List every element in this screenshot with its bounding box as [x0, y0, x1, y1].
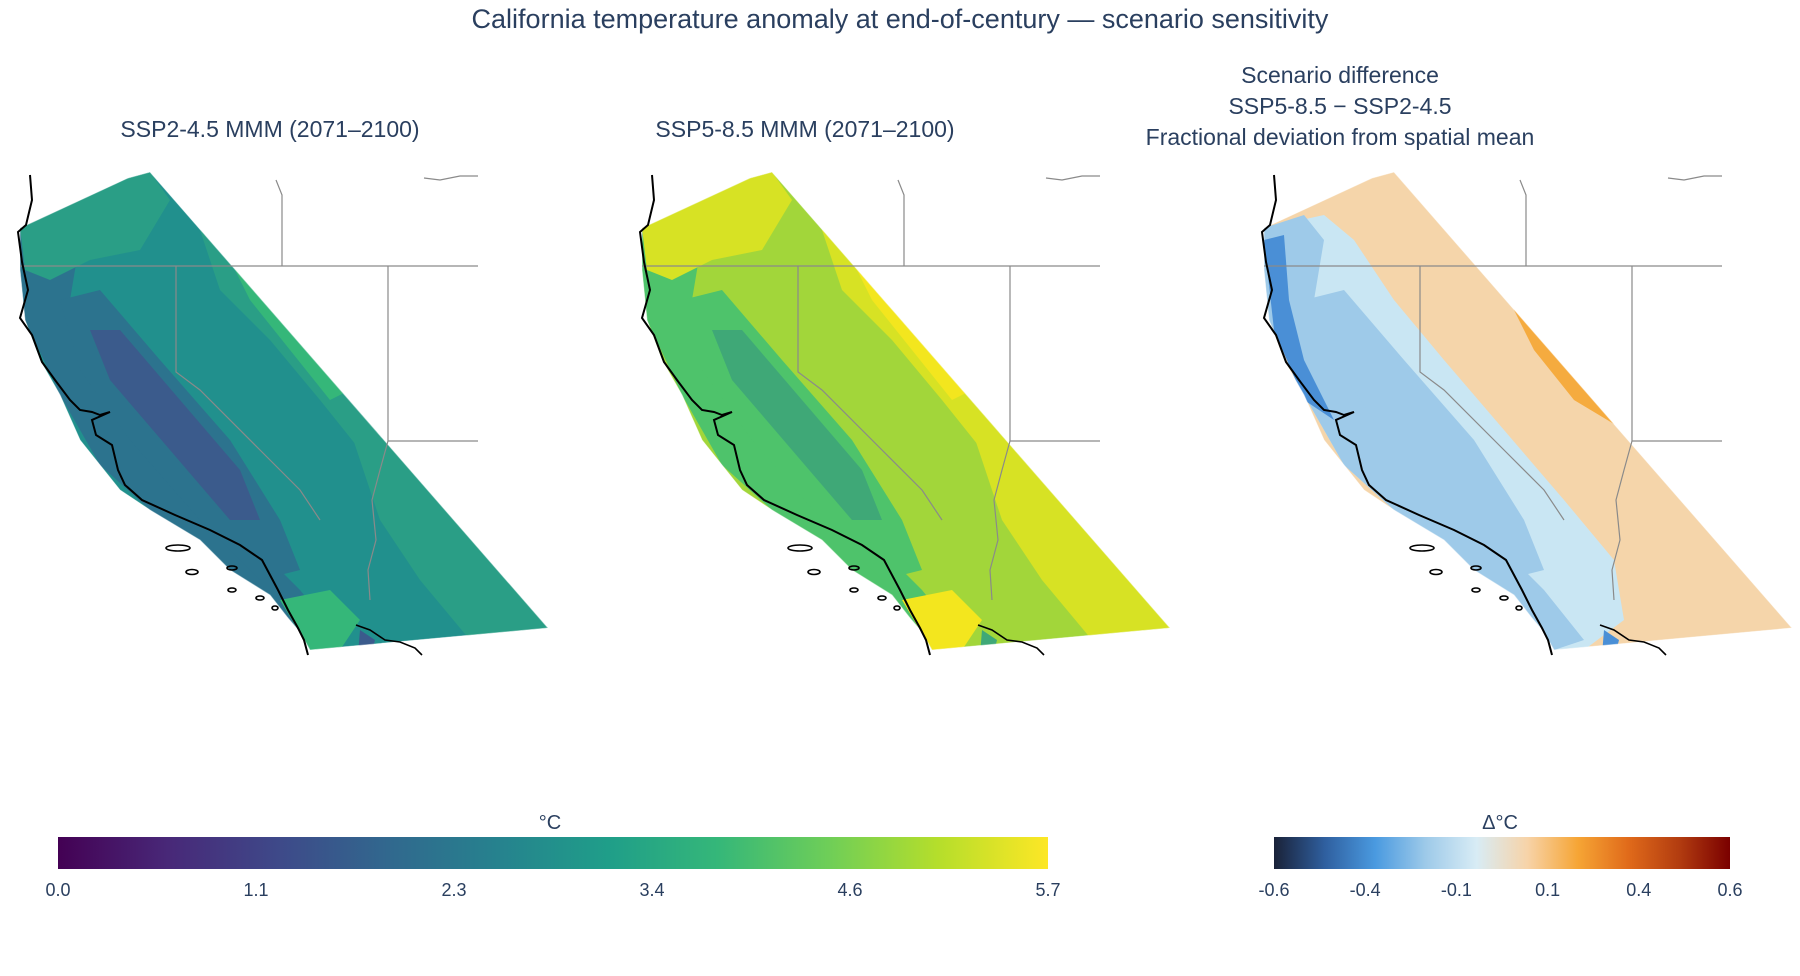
map-ssp585: [638, 171, 1172, 656]
colorbar-difference-tick-label: 0.4: [1626, 880, 1652, 900]
island: [165, 544, 191, 552]
colorbar-difference: [1274, 837, 1730, 869]
colorbar-temperature-label: °C: [538, 812, 562, 834]
colorbar-temperature-tick-label: 0.0: [45, 880, 71, 900]
colorbar-difference-label: Δ°C: [1482, 812, 1518, 834]
coastline: [16, 174, 309, 656]
panel-title-difference: Scenario difference SSP5-8.5 − SSP2-4.5 …: [1145, 62, 1535, 150]
coastline: [638, 174, 931, 656]
colorbar-temperature-tick-label: 3.4: [639, 880, 665, 900]
coastline: [1260, 174, 1553, 656]
colorbar-temperature: [58, 837, 1048, 869]
island: [787, 544, 813, 552]
island: [1409, 544, 1435, 552]
panel-title-ssp245: SSP2-4.5 MMM (2071–2100): [120, 116, 420, 142]
panel-title-ssp585: SSP5-8.5 MMM (2071–2100): [655, 116, 955, 142]
chart-title: California temperature anomaly at end-of…: [471, 4, 1329, 34]
colorbar-temperature-tick-label: 2.3: [441, 880, 467, 900]
data-field: [642, 172, 1170, 650]
colorbar-difference-tick-label: 0.6: [1717, 880, 1743, 900]
colorbar-difference-tick-label: 0.1: [1535, 880, 1561, 900]
colorbar-temperature-tick-label: 1.1: [243, 880, 269, 900]
map-difference: [1260, 171, 1794, 656]
colorbar-difference-tick-label: -0.4: [1349, 880, 1381, 900]
colorbar-temperature-tick-label: 5.7: [1035, 880, 1061, 900]
colorbar-difference-tick-label: -0.6: [1258, 880, 1290, 900]
map-ssp245: [16, 171, 550, 656]
colorbar-difference-tick-label: -0.1: [1440, 880, 1472, 900]
colorbar-temperature-tick-label: 4.6: [837, 880, 863, 900]
